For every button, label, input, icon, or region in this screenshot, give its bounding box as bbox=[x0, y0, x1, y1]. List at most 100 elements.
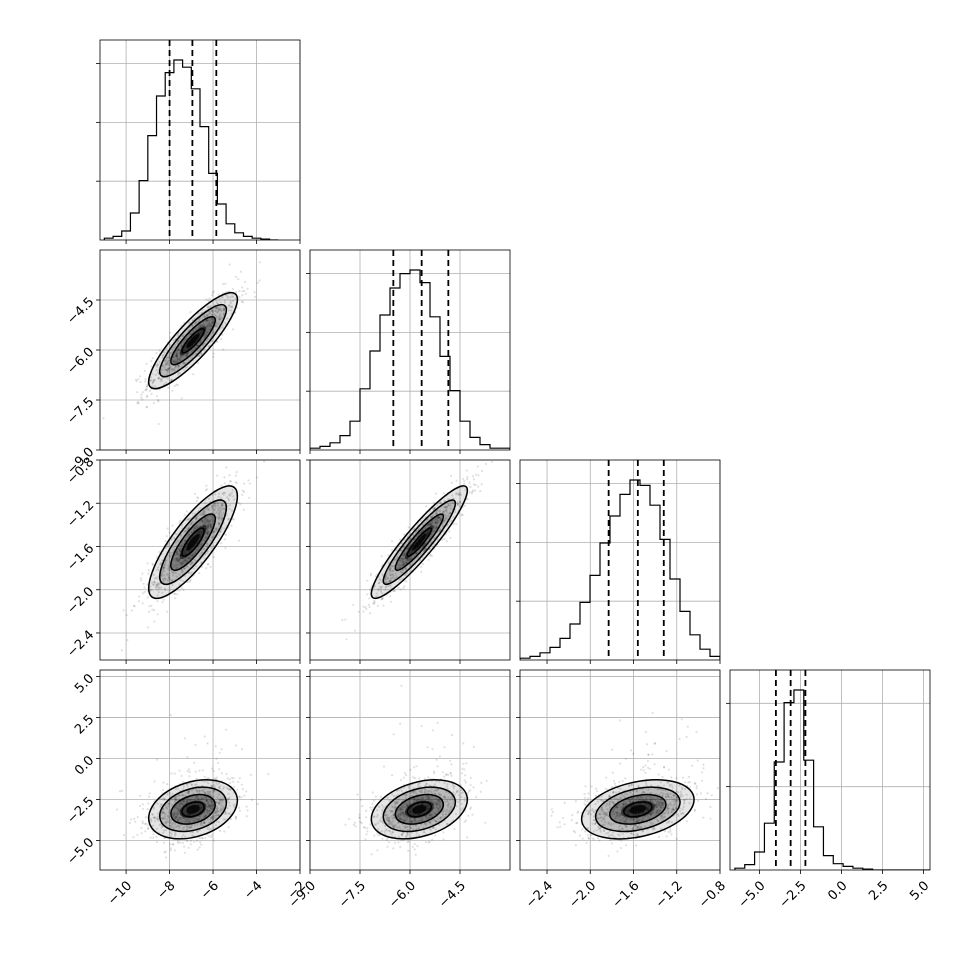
sample-point bbox=[140, 579, 143, 582]
sample-point bbox=[222, 512, 225, 515]
sample-point bbox=[258, 261, 261, 264]
sample-point bbox=[234, 481, 237, 484]
sample-point bbox=[208, 810, 211, 813]
sample-point bbox=[428, 816, 432, 819]
sample-point bbox=[183, 530, 186, 533]
sample-point bbox=[620, 797, 623, 800]
sample-point bbox=[217, 516, 220, 519]
sample-point bbox=[389, 820, 392, 823]
sample-point bbox=[479, 490, 482, 493]
sample-point bbox=[152, 583, 155, 587]
sample-point bbox=[183, 361, 186, 364]
sample-point bbox=[216, 306, 219, 309]
sample-point bbox=[434, 819, 437, 822]
sample-point bbox=[446, 505, 449, 508]
sample-point bbox=[431, 521, 434, 525]
sample-point bbox=[413, 777, 416, 780]
sample-point bbox=[207, 550, 210, 553]
sample-point bbox=[635, 820, 638, 823]
sample-point bbox=[193, 512, 196, 515]
sample-point bbox=[175, 354, 178, 358]
sample-point bbox=[175, 815, 178, 819]
sample-point bbox=[213, 509, 216, 512]
sample-point bbox=[175, 571, 178, 575]
density-shade-4 bbox=[186, 533, 200, 551]
sample-point bbox=[410, 821, 413, 824]
sample-point bbox=[208, 519, 211, 522]
sample-point bbox=[176, 566, 179, 570]
sample-point bbox=[449, 772, 452, 775]
sample-point bbox=[221, 801, 224, 804]
sample-point bbox=[387, 841, 391, 844]
sample-point bbox=[458, 491, 461, 495]
sample-point bbox=[206, 532, 209, 536]
sample-point bbox=[172, 574, 175, 577]
sample-point bbox=[443, 510, 446, 513]
sample-point bbox=[388, 584, 391, 587]
sample-point bbox=[583, 802, 586, 805]
sample-point bbox=[434, 802, 437, 805]
sample-point bbox=[218, 523, 221, 526]
sample-point bbox=[197, 318, 201, 321]
sample-point bbox=[177, 819, 180, 822]
sample-point bbox=[438, 793, 441, 797]
sample-point bbox=[661, 795, 664, 798]
sample-point bbox=[390, 573, 393, 576]
sample-point bbox=[459, 500, 462, 503]
sample-point bbox=[173, 800, 176, 803]
sample-point bbox=[163, 815, 167, 818]
sample-point bbox=[158, 361, 161, 364]
sample-point bbox=[208, 524, 211, 527]
sample-point bbox=[168, 356, 171, 359]
sample-point bbox=[196, 819, 199, 822]
sample-point bbox=[204, 334, 207, 337]
sample-point bbox=[397, 814, 400, 817]
sample-point bbox=[452, 787, 455, 790]
sample-point bbox=[418, 798, 421, 801]
sample-point bbox=[183, 567, 186, 570]
sample-point bbox=[172, 814, 175, 817]
sample-point bbox=[169, 551, 172, 554]
sample-point bbox=[203, 821, 206, 824]
sample-point bbox=[170, 352, 173, 355]
sample-point bbox=[155, 586, 158, 589]
sample-point bbox=[194, 743, 197, 747]
sample-point bbox=[176, 553, 179, 556]
sample-point bbox=[392, 574, 395, 577]
sample-point bbox=[210, 309, 213, 313]
sample-point bbox=[429, 829, 433, 832]
sample-point bbox=[170, 804, 173, 807]
sample-point bbox=[176, 360, 179, 363]
sample-point bbox=[427, 558, 430, 561]
sample-point bbox=[227, 309, 230, 312]
sample-point bbox=[177, 548, 180, 552]
sample-point bbox=[424, 547, 427, 551]
sample-point bbox=[413, 848, 416, 851]
sample-point bbox=[200, 311, 203, 315]
sample-point bbox=[403, 585, 406, 588]
sample-point bbox=[381, 808, 384, 811]
sample-point bbox=[197, 818, 200, 821]
sample-point bbox=[203, 512, 207, 515]
sample-point bbox=[195, 320, 199, 323]
sample-point bbox=[436, 538, 439, 541]
sample-point bbox=[196, 344, 199, 347]
sample-point bbox=[208, 324, 211, 327]
sample-point bbox=[219, 784, 222, 787]
sample-point bbox=[146, 808, 149, 811]
sample-point bbox=[187, 790, 190, 793]
sample-point bbox=[424, 542, 427, 545]
sample-point bbox=[170, 819, 173, 822]
sample-point bbox=[472, 478, 476, 481]
sample-point bbox=[193, 492, 197, 495]
sample-point bbox=[169, 831, 172, 834]
sample-point bbox=[156, 585, 159, 588]
sample-point bbox=[151, 608, 154, 611]
sample-point bbox=[432, 802, 436, 805]
sample-point bbox=[158, 349, 161, 352]
sample-point bbox=[189, 580, 192, 583]
sample-point bbox=[219, 308, 223, 311]
sample-point bbox=[115, 808, 119, 811]
sample-point bbox=[220, 505, 223, 508]
sample-point bbox=[130, 609, 133, 612]
